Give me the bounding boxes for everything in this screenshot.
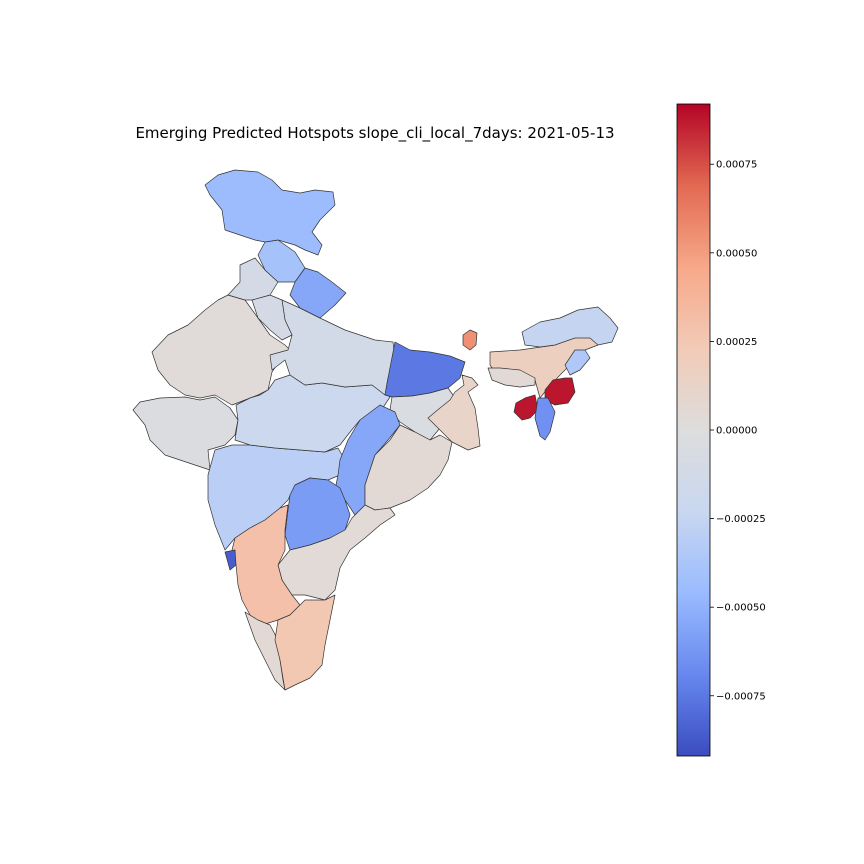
colorbar-ticks: 0.00075 0.00050 0.00025 0.00000 −0.00025 −0.0… [710, 160, 766, 702]
colorbar: 0.00075 0.00050 0.00025 0.00000 −0.00025 −0.0… [676, 103, 766, 757]
state-manipur [544, 377, 576, 406]
india-states-map [132, 169, 619, 691]
colorbar-tick-label: −0.00050 [716, 603, 766, 614]
colorbar-tick-label: 0.00000 [716, 426, 757, 437]
colorbar-tick-label: 0.00050 [716, 248, 757, 259]
colorbar-tick-label: −0.00075 [716, 691, 766, 702]
state-meghalaya [487, 367, 536, 388]
state-odisha [364, 424, 453, 511]
state-haryana [251, 294, 293, 341]
colorbar-tick-label: 0.00075 [716, 160, 757, 171]
map-title: Emerging Predicted Hotspots slope_cli_lo… [135, 124, 614, 143]
state-bihar [384, 341, 466, 398]
colorbar-tick-label: −0.00025 [716, 514, 766, 525]
colorbar-tick-label: 0.00025 [716, 337, 757, 348]
state-rajasthan [151, 294, 293, 406]
state-goa [224, 549, 237, 571]
state-arunachal-pradesh [521, 306, 619, 348]
state-tamil-nadu [274, 594, 336, 691]
state-madhya-pradesh [234, 374, 391, 453]
state-uttarakhand [289, 267, 347, 319]
state-tripura [513, 394, 539, 421]
state-gujarat [132, 396, 239, 471]
state-andhra-pradesh [277, 504, 396, 601]
state-karnataka [231, 504, 301, 626]
state-sikkim [462, 329, 478, 351]
state-jammu-kashmir [204, 169, 336, 256]
state-nagaland [564, 349, 591, 376]
state-mizoram [534, 397, 556, 441]
colorbar-gradient [676, 103, 711, 757]
state-uttar-pradesh [269, 299, 396, 396]
state-west-bengal [427, 374, 481, 451]
